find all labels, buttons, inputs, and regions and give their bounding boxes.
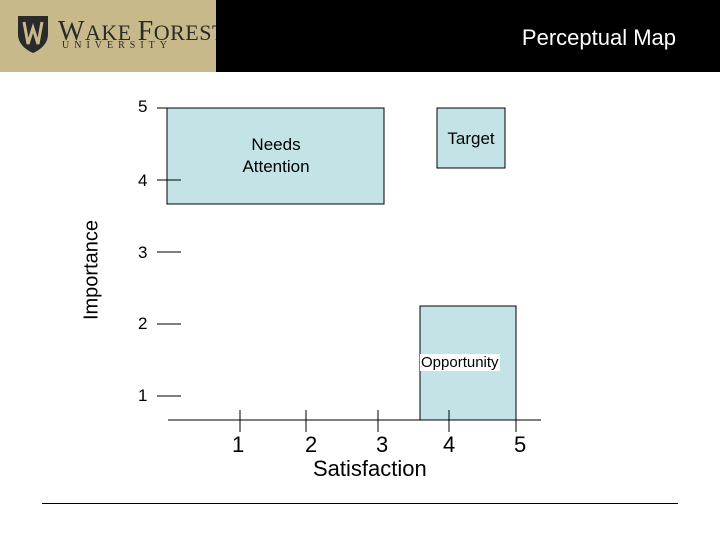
x-tick-label-2: 2 bbox=[305, 432, 318, 457]
region-label-needs-line1: Needs bbox=[251, 135, 301, 154]
university-logo-panel: WAKE FOREST UNIVERSITY bbox=[0, 0, 225, 72]
region-label-needs-attention: Needs Attention bbox=[228, 134, 324, 178]
x-axis-label: Satisfaction bbox=[313, 456, 427, 481]
x-tick-label-5: 5 bbox=[514, 432, 527, 457]
region-label-needs-line2: Attention bbox=[242, 157, 310, 176]
shield-logo-icon bbox=[18, 16, 48, 53]
y-tick-label-2: 2 bbox=[138, 314, 148, 333]
region-needs-attention bbox=[166, 107, 385, 205]
title-panel bbox=[216, 0, 720, 72]
y-tick-label-4: 4 bbox=[138, 171, 148, 190]
footer-divider bbox=[42, 503, 678, 504]
region-target bbox=[436, 107, 506, 169]
y-axis-label: Importance bbox=[80, 219, 103, 321]
x-tick-label-4: 4 bbox=[443, 432, 456, 457]
x-tick-label-1: 1 bbox=[232, 432, 245, 457]
region-label-opportunity: Opportunity bbox=[420, 354, 500, 371]
x-tick-label-3: 3 bbox=[376, 432, 389, 457]
y-tick-label-3: 3 bbox=[138, 243, 148, 262]
region-label-target: Target bbox=[447, 129, 495, 148]
university-subtitle: UNIVERSITY bbox=[62, 40, 172, 51]
y-tick-label-5: 5 bbox=[138, 97, 148, 116]
slide-header: WAKE FOREST UNIVERSITY Perceptual Map bbox=[0, 0, 720, 72]
slide-title: Perceptual Map bbox=[521, 25, 676, 50]
y-tick-label-1: 1 bbox=[138, 386, 148, 405]
university-name: WAKE FOREST bbox=[58, 16, 226, 47]
